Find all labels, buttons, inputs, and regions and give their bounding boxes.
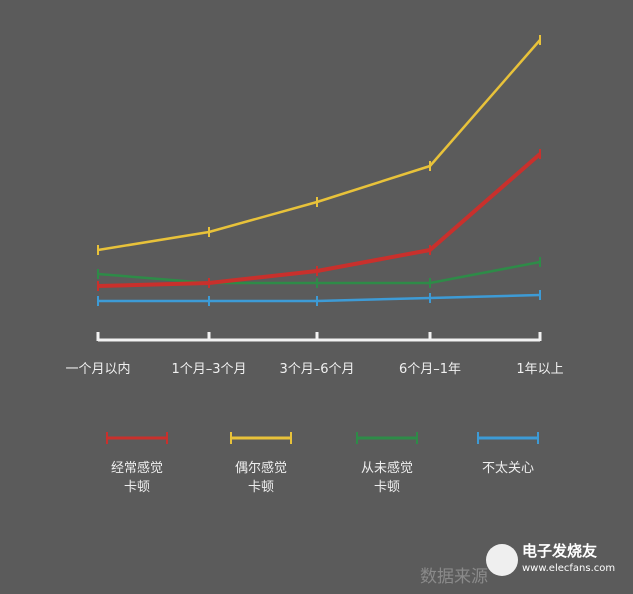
legend-label: 不太关心 xyxy=(482,461,534,476)
series-line xyxy=(97,152,542,288)
watermark-name: 电子发烧友 xyxy=(522,542,598,560)
series-line xyxy=(98,293,541,303)
legend-label: 偶尔感觉 xyxy=(235,460,287,476)
x-tick-label: 1个月–3个月 xyxy=(171,362,246,377)
x-tick-label: 1年以上 xyxy=(516,362,563,377)
legend-label: 从未感觉 xyxy=(361,460,413,476)
legend-label: 卡顿 xyxy=(124,480,150,495)
series-line xyxy=(97,39,541,252)
x-tick-label: 6个月–1年 xyxy=(399,362,461,377)
source-note: 数据来源 xyxy=(420,567,488,587)
x-tick-label: 一个月以内 xyxy=(65,361,130,377)
legend-label: 卡顿 xyxy=(248,480,274,495)
legend-label: 经常感觉 xyxy=(111,460,163,476)
watermark-url: www.elecfans.com xyxy=(522,563,616,574)
watermark-logo: 电子发烧友 www.elecfans.com xyxy=(486,540,616,576)
x-tick-label: 3个月–6个月 xyxy=(279,362,354,377)
legend-label: 卡顿 xyxy=(374,480,400,495)
logo-icon xyxy=(486,544,518,576)
